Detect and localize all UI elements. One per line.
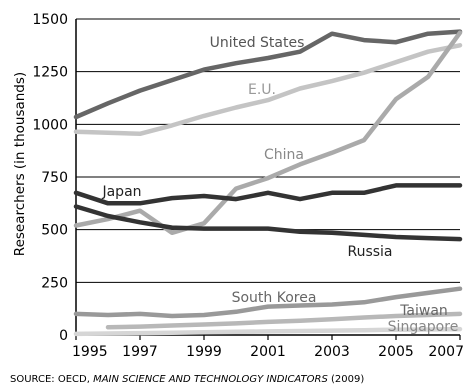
series-label-taiwan: Taiwan [399, 303, 448, 319]
series-line-united-states [73, 29, 463, 120]
series-line-south-korea [73, 286, 463, 319]
series-labels: United States E.U. China Japan Russia South K… [101, 35, 458, 335]
x-tick-label: 2005 [378, 344, 414, 360]
series-line-e-u [73, 43, 463, 137]
source-title: MAIN SCIENCE AND TECHNOLOGY INDICATORS [93, 374, 328, 385]
series-line-singapore [73, 326, 463, 337]
y-tick-label: 500 [41, 223, 68, 239]
source-note: SOURCE: OECD, MAIN SCIENCE AND TECHNOLOG… [10, 374, 364, 385]
series-lines [73, 29, 463, 337]
x-tick-label: 1999 [186, 344, 222, 360]
x-tick-label: 2001 [250, 344, 286, 360]
y-tick-label: 750 [41, 170, 68, 186]
x-tick-label: 1995 [72, 344, 108, 360]
series-line-russia [73, 204, 463, 242]
y-axis-label: Researchers (in thousands) [12, 72, 28, 256]
y-tick-label: 1000 [32, 117, 68, 133]
x-tick-label: 2003 [314, 344, 350, 360]
series-label-russia: Russia [347, 244, 392, 260]
series-label-japan: Japan [101, 184, 141, 200]
source-prefix: SOURCE: OECD, [10, 374, 93, 385]
series-line-japan [73, 183, 463, 206]
series-line-china [73, 30, 463, 236]
series-label-e-u: E.U. [248, 82, 276, 98]
y-tick-label: 1500 [32, 12, 68, 28]
x-tick-label: 2007 [428, 344, 464, 360]
y-tick-label: 1250 [32, 65, 68, 81]
x-tick-label: 1997 [122, 344, 158, 360]
source-suffix: (2009) [328, 374, 365, 385]
series-label-south-korea: South Korea [232, 290, 317, 306]
series-line-taiwan [105, 311, 463, 330]
series-label-singapore: Singapore [388, 319, 459, 335]
series-label-united-states: United States [210, 35, 305, 51]
y-tick-label: 0 [59, 328, 68, 344]
tick-labels: 0 250 500 750 1000 1250 1500 1995 1997 1999 2001 20… [32, 12, 464, 360]
series-label-china: China [264, 147, 304, 163]
y-tick-label: 250 [41, 275, 68, 291]
